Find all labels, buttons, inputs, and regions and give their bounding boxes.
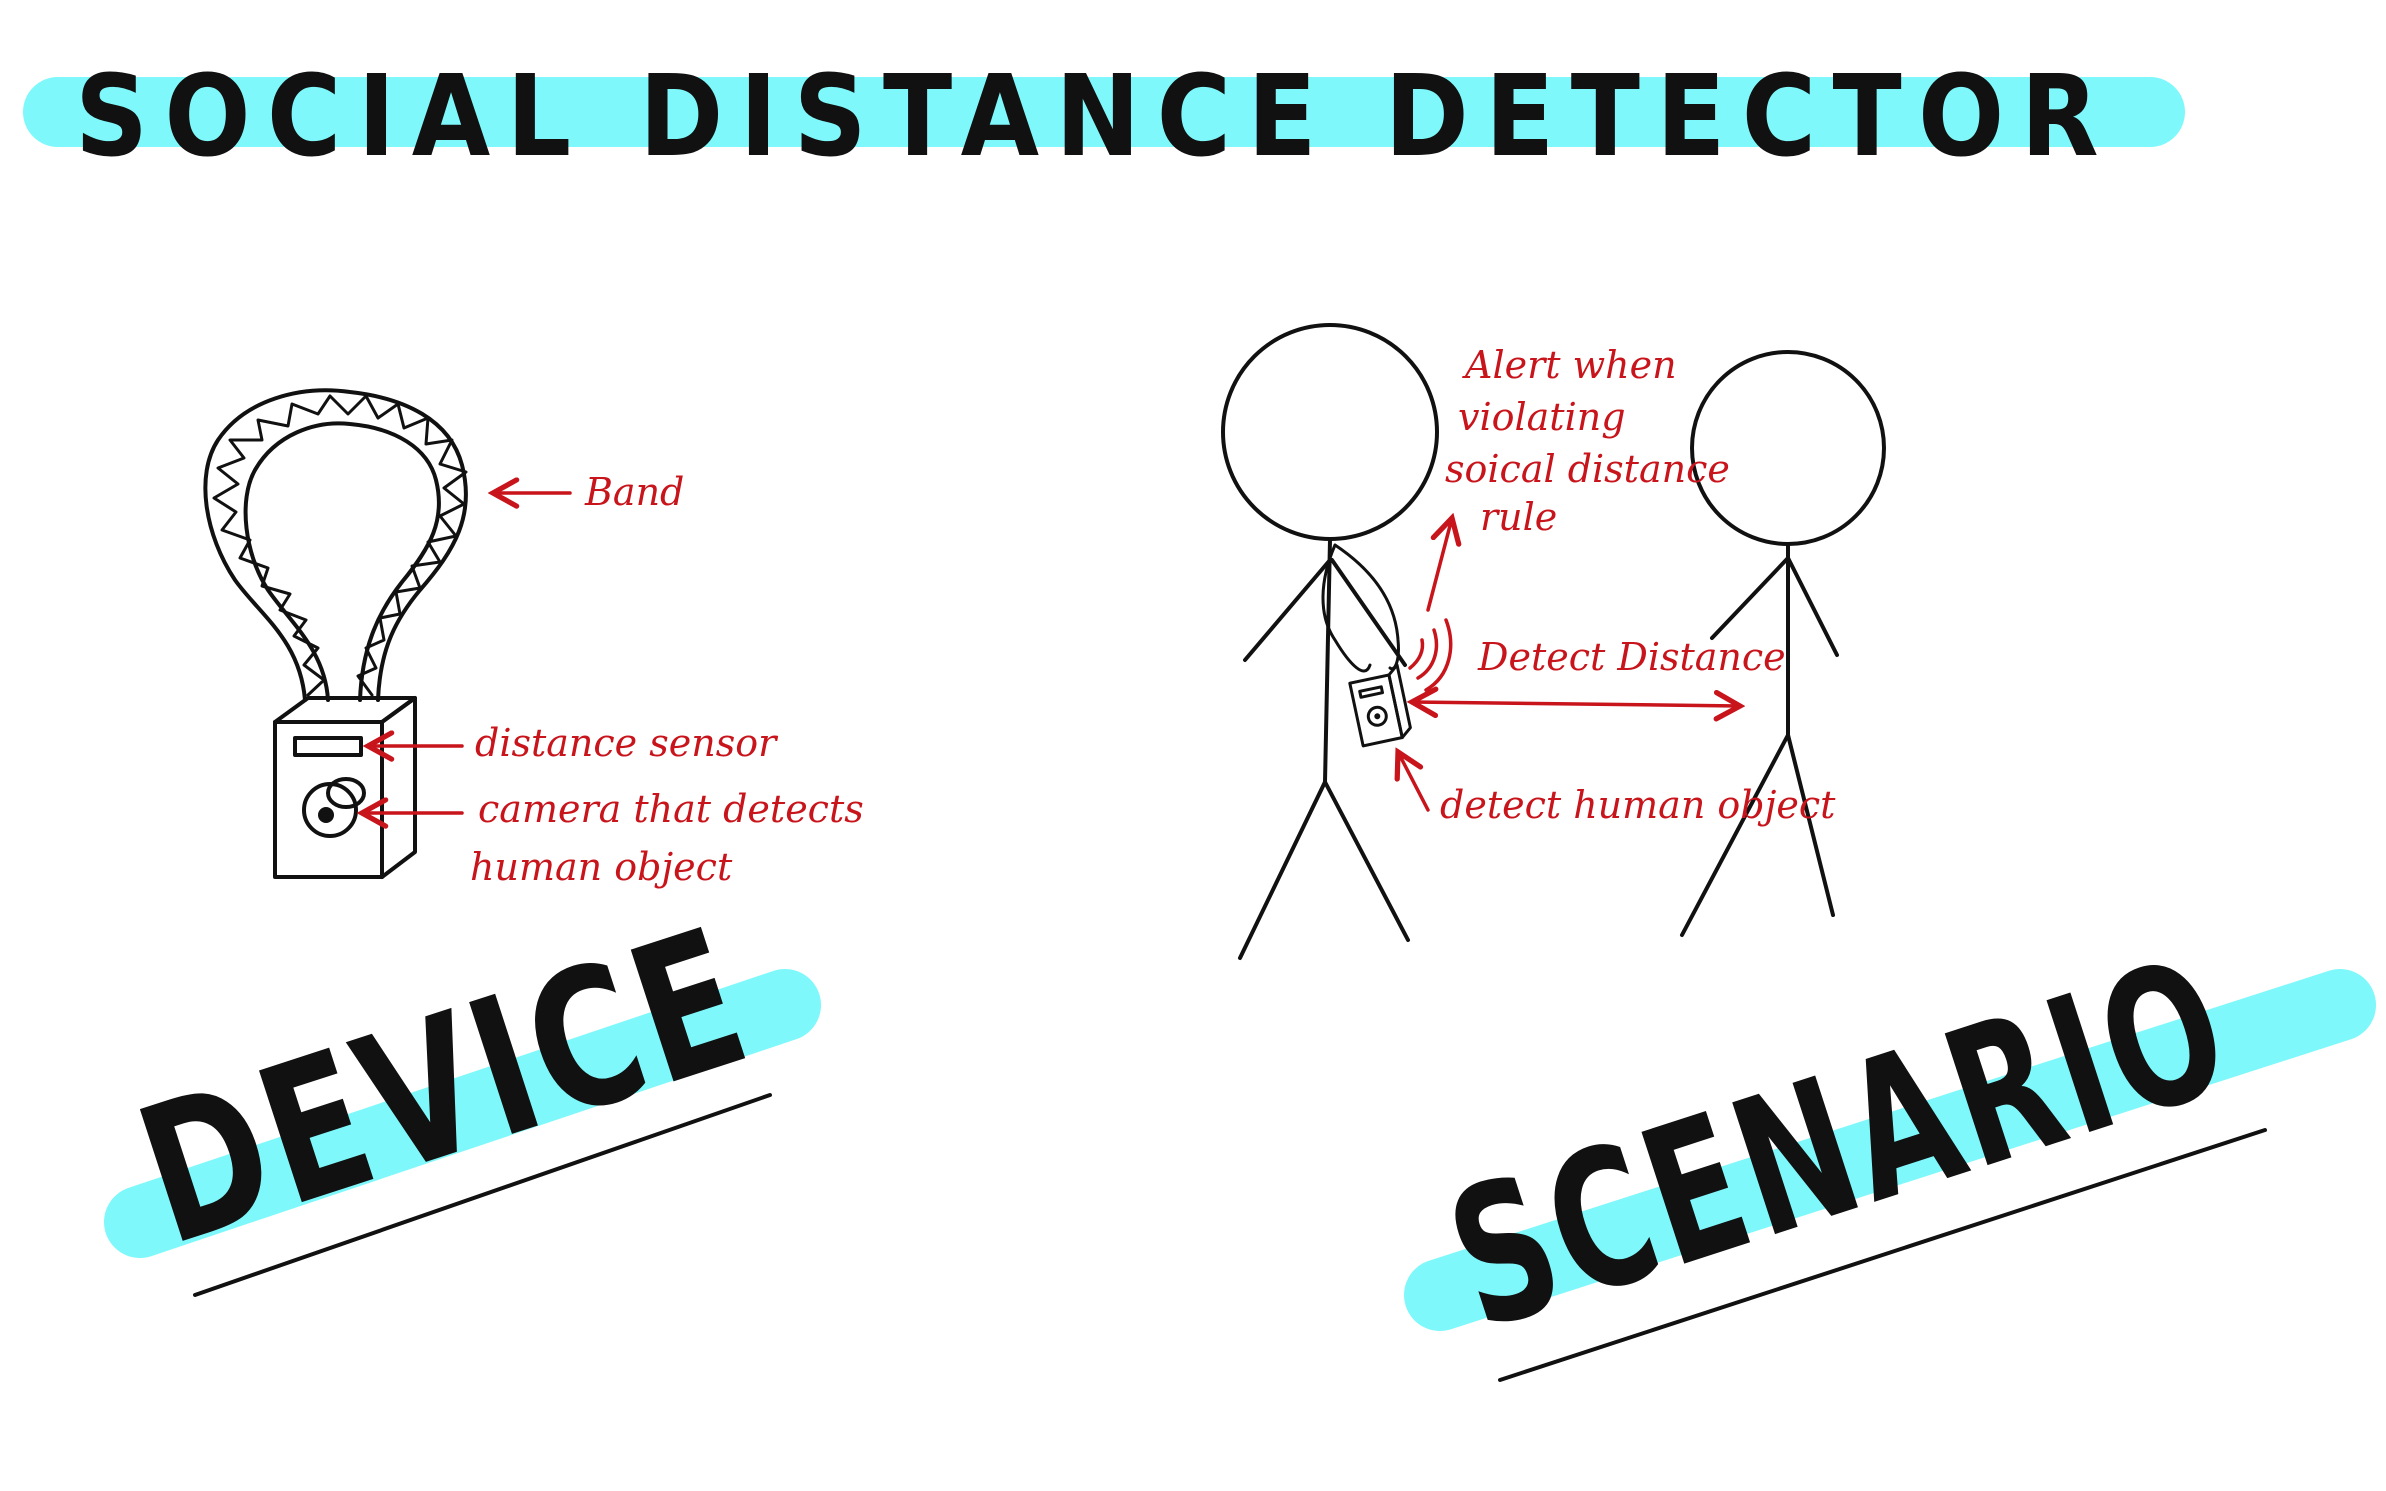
detect-human-arrow <box>1398 752 1430 812</box>
worn-device-lens-center <box>1374 713 1381 720</box>
scenario-annotations: Alert when violating soical distance rul… <box>1398 343 1836 827</box>
person-right-leg-left <box>1680 733 1790 937</box>
page-title: SOCIAL DISTANCE DETECTOR <box>75 52 2115 182</box>
person-left-body <box>1323 538 1332 784</box>
worn-device <box>1348 663 1412 748</box>
band-zigzag <box>212 394 468 697</box>
title-group: SOCIAL DISTANCE DETECTOR <box>23 52 2185 182</box>
worn-device-front <box>1348 673 1404 748</box>
camera-lens-ring <box>326 777 366 809</box>
band-inner-outline <box>243 421 441 702</box>
device-box-side <box>380 696 417 879</box>
alert-line4: rule <box>1480 495 1557 539</box>
camera-label-line2: human object <box>470 845 733 889</box>
signal-wave-1 <box>1408 638 1425 670</box>
device-annotations: Band distance sensor camera that detects… <box>362 470 864 889</box>
alert-line2: violating <box>1458 395 1626 439</box>
device-section: DEVICE <box>104 886 821 1297</box>
signal-wave-2 <box>1416 628 1439 680</box>
alert-line1: Alert when <box>1462 343 1677 387</box>
camera-label-line1: camera that detects <box>478 787 864 831</box>
detect-distance-arrow <box>1412 702 1740 706</box>
distance-sensor-slot <box>293 736 363 757</box>
person-left-arm-left <box>1243 558 1332 662</box>
worn-device-side <box>1387 663 1412 740</box>
distance-sensor-label: distance sensor <box>475 721 779 765</box>
alert-arrow <box>1426 518 1452 612</box>
worn-device-slot <box>1358 685 1384 699</box>
person-left-head <box>1221 323 1439 541</box>
person-left-leg-left <box>1238 780 1327 960</box>
signal-wave-3 <box>1424 618 1453 692</box>
scenario-heading: SCENARIO <box>1426 915 2255 1372</box>
person-right-arm-right <box>1786 556 1839 657</box>
device-underline <box>193 1093 772 1297</box>
detect-distance-label: Detect Distance <box>1477 635 1786 679</box>
person-right-arm-left <box>1710 556 1790 640</box>
device-heading: DEVICE <box>116 886 774 1288</box>
scenario-underline <box>1498 1128 2267 1382</box>
band-outer-outline <box>203 388 468 702</box>
scenario-section: SCENARIO <box>1404 915 2376 1382</box>
person-left-arm-right <box>1330 558 1407 667</box>
device-box-top <box>273 696 417 724</box>
person-left-leg-right <box>1323 780 1410 942</box>
camera-lens-center <box>318 807 334 823</box>
device-illustration <box>203 388 468 879</box>
scenario-highlight <box>1404 969 2376 1331</box>
worn-device-lens <box>1366 705 1388 727</box>
detect-human-label: detect human object <box>1440 783 1836 827</box>
alert-line3: soical distance <box>1445 447 1730 491</box>
person-right-leg-right <box>1786 733 1835 917</box>
band-label: Band <box>584 470 684 514</box>
device-highlight <box>104 969 821 1258</box>
scenario-illustration <box>1221 323 1886 960</box>
